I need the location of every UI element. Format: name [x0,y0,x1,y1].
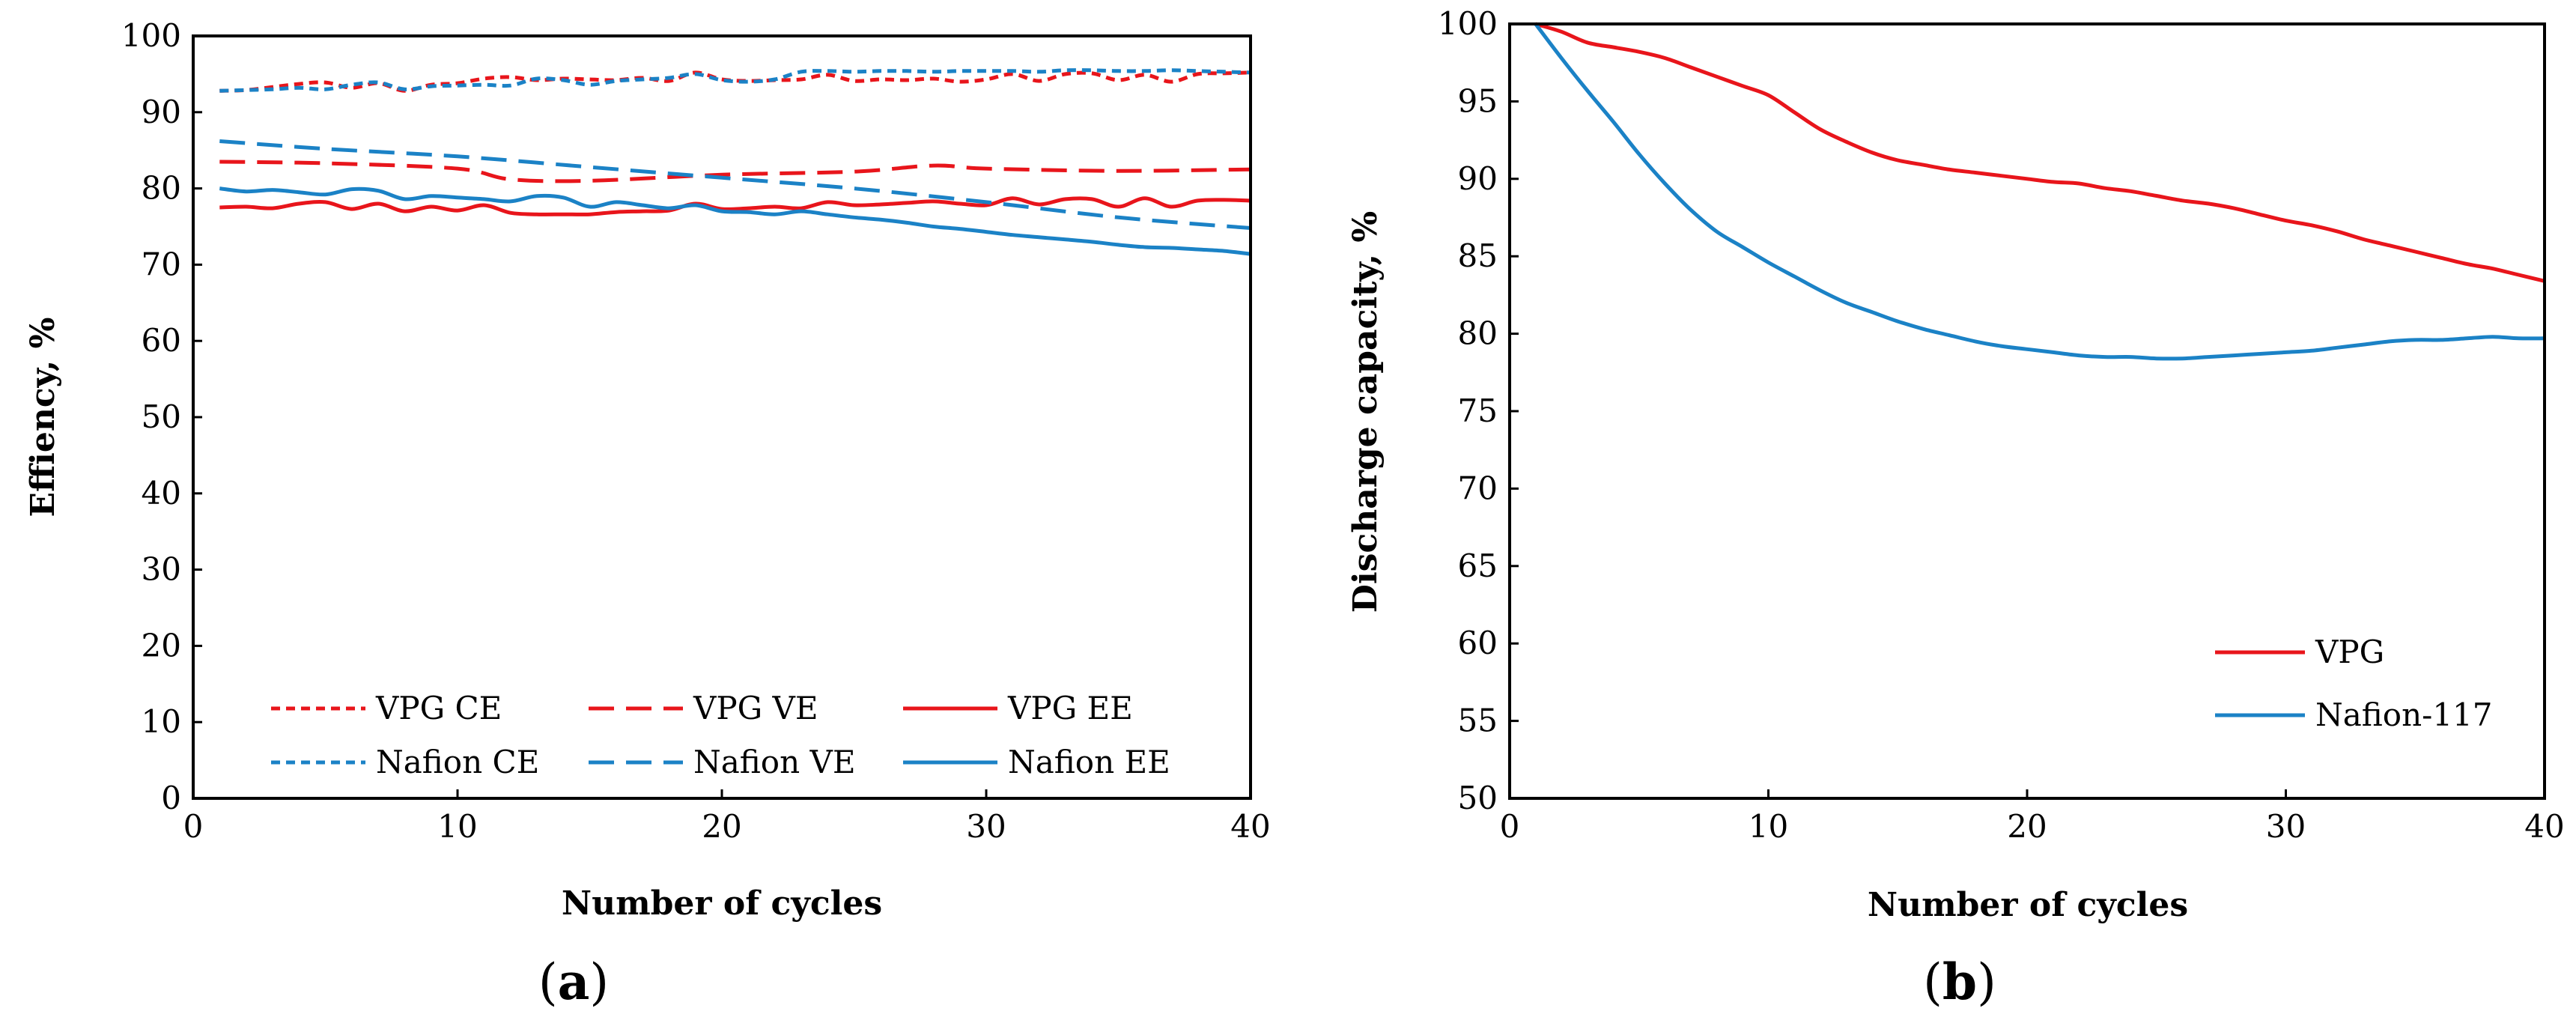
ticks-a: 0 10 20 30 40 0 10 20 30 40 50 60 70 80 90 100 [121,17,1271,845]
x-tick-label-b-20: 20 [2007,808,2047,845]
series-line-a-nafion-ce [219,68,1251,93]
series-line-a-vpg-ce [219,70,1251,93]
panel-label-a: (a) [538,953,609,1011]
y-tick-label-a-0: 0 [161,780,181,816]
legend-label-a-vpg-ce: VPG CE [375,690,502,726]
y-tick-label-a-100: 100 [121,17,181,54]
series-line-a-vpg-ee [219,196,1251,216]
legend-a: VPG CE VPG VE VPG EE Nafion CE Nafion VE Nafi… [271,690,1170,780]
legend-label-a-vpg-ee: VPG EE [1007,690,1133,726]
y-tick-label-a-70: 70 [142,246,181,282]
y-tick-label-a-40: 40 [142,475,181,512]
legend-label-a-nafion-ce: Nafion CE [376,744,539,780]
x-tick-label-a-10: 10 [437,808,477,845]
legend-label-a-nafion-ve: Nafion VE [693,744,855,780]
y-tick-label-a-10: 10 [142,703,181,740]
ticks-b: 0 10 20 30 40 50 55 60 65 70 75 80 85 90 95 100 [1438,5,2565,845]
y-tick-label-b-60: 60 [1458,625,1498,661]
legend-label-a-nafion-ee: Nafion EE [1008,744,1170,780]
y-tick-label-b-75: 75 [1458,392,1498,429]
legend-label-a-vpg-ve: VPG VE [693,690,818,726]
x-tick-label-b-10: 10 [1749,808,1788,845]
y-tick-label-a-30: 30 [142,551,181,588]
series-group-b [1534,22,2545,361]
y-tick-label-b-80: 80 [1458,315,1498,352]
y-tick-label-a-80: 80 [142,170,181,207]
plot-frame-b [1508,22,2546,800]
y-tick-label-b-70: 70 [1458,470,1498,506]
panel-label-b: (b) [1923,953,1996,1011]
series-group-a [219,68,1251,256]
y-tick-label-a-60: 60 [142,322,181,359]
series-line-a-nafion-ee [219,186,1251,256]
y-tick-label-a-50: 50 [142,398,181,435]
y-tick-label-b-85: 85 [1458,237,1498,274]
y-tick-label-a-20: 20 [142,627,181,664]
x-tick-label-b-0: 0 [1500,808,1520,845]
y-tick-label-b-95: 95 [1458,82,1498,119]
legend-label-b-nafion-117: Nafion-117 [2315,696,2493,733]
x-axis-title-a: Number of cycles [562,884,882,923]
y-tick-label-b-50: 50 [1458,780,1498,816]
series-line-b-nafion-117 [1534,22,2545,361]
series-line-a-nafion-ve [219,139,1251,230]
y-tick-label-b-55: 55 [1458,702,1498,739]
y-tick-label-b-90: 90 [1458,160,1498,197]
x-tick-label-a-40: 40 [1230,808,1270,845]
x-tick-label-b-40: 40 [2524,808,2564,845]
series-line-a-vpg-ve [219,160,1251,183]
x-axis-title-b: Number of cycles [1868,886,2188,924]
y-axis-title-a: Effiency, % [24,318,62,517]
y-tick-label-b-100: 100 [1438,5,1498,42]
panel-label-b-letter: b [1942,953,1977,1011]
panel-label-a-letter: a [558,953,590,1011]
y-axis-title-b: Discharge capacity, % [1346,211,1385,613]
chart-panel-a: 0 10 20 30 40 0 10 20 30 40 50 60 70 80 90 100 Effiency… [24,17,1271,1011]
y-tick-label-b-65: 65 [1458,547,1498,584]
legend-b: VPG Nafion-117 [2215,634,2493,733]
legend-label-b-vpg: VPG [2315,634,2384,670]
y-tick-label-a-90: 90 [142,94,181,130]
x-tick-label-b-30: 30 [2266,808,2306,845]
chart-panel-b: 0 10 20 30 40 50 55 60 65 70 75 80 85 90 95 100 Dischar… [1346,5,2565,1011]
x-tick-label-a-30: 30 [966,808,1006,845]
series-line-b-vpg [1534,22,2545,283]
x-tick-label-a-0: 0 [183,808,204,845]
x-tick-label-a-20: 20 [702,808,741,845]
